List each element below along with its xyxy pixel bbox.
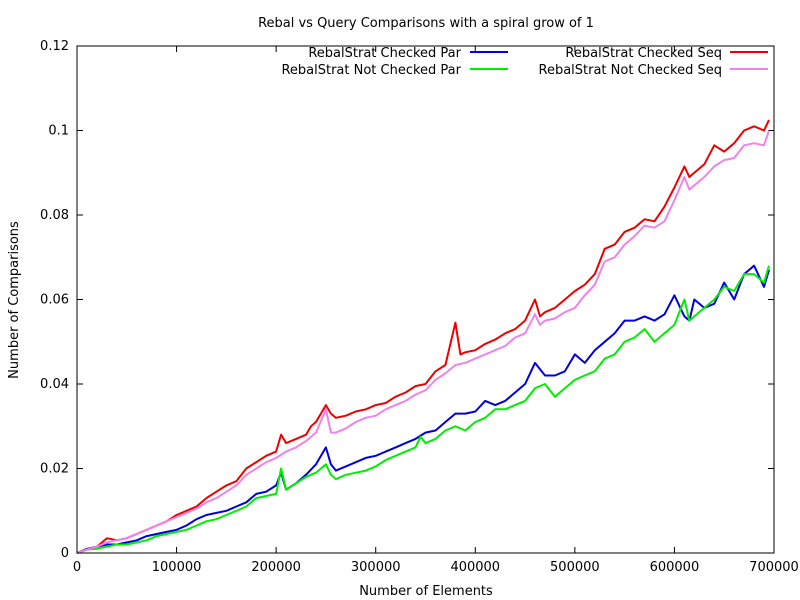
x-tick-label: 200000 — [251, 560, 301, 575]
x-tick-label: 700000 — [749, 560, 799, 575]
y-tick-label: 0.02 — [40, 462, 69, 477]
legend-label: RebalStrat Not Checked Seq — [539, 63, 723, 78]
y-tick-label: 0.1 — [48, 124, 69, 139]
y-axis-label: Number of Comparisons — [7, 221, 22, 379]
x-tick-label: 400000 — [450, 560, 500, 575]
x-axis-label: Number of Elements — [359, 584, 493, 599]
series-layer — [76, 119, 770, 554]
legend-label: RebalStrat Checked Par — [308, 46, 461, 61]
x-tick-label: 0 — [73, 560, 81, 575]
y-tick-label: 0 — [61, 546, 69, 561]
legend-label: RebalStrat Not Checked Par — [281, 63, 461, 78]
x-tick-label: 500000 — [550, 560, 600, 575]
series-line-2 — [76, 265, 770, 554]
y-tick-label: 0.06 — [40, 293, 69, 308]
y-tick-label: 0.12 — [40, 39, 69, 54]
x-tick-label: 300000 — [351, 560, 401, 575]
chart-title: Rebal vs Query Comparisons with a spiral… — [258, 16, 594, 31]
series-line-1 — [76, 264, 770, 554]
x-tick-label: 600000 — [650, 560, 700, 575]
axis-ticks: 0 100000 200000 300000 400000 500000 600000 700… — [40, 39, 799, 575]
series-line-4 — [76, 130, 770, 554]
x-tick-label: 100000 — [152, 560, 202, 575]
y-tick-label: 0.04 — [40, 377, 69, 392]
series-line-3 — [76, 119, 770, 554]
legend-label: RebalStrat Checked Seq — [565, 46, 722, 61]
legend: RebalStrat Checked Par RebalStrat Not Che… — [281, 46, 768, 78]
plot-frame — [76, 45, 775, 554]
y-tick-label: 0.08 — [40, 208, 69, 223]
